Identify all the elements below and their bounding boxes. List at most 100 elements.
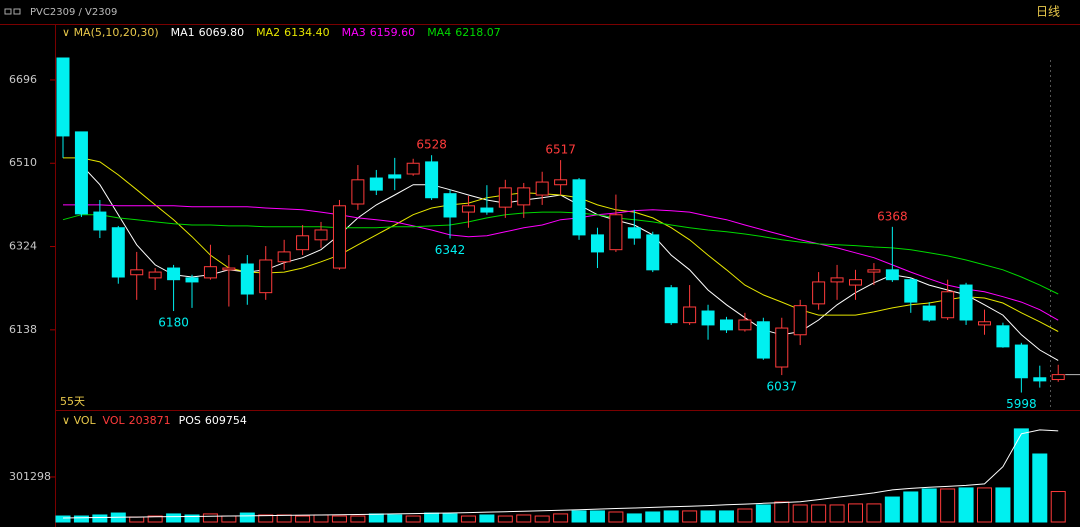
volume-bar xyxy=(589,510,605,523)
low-label: 6180 xyxy=(158,316,189,330)
menu-icon xyxy=(4,8,21,15)
candle-body xyxy=(222,267,236,271)
volume-bar xyxy=(755,504,771,523)
volume-bar xyxy=(442,513,458,523)
candle-body xyxy=(498,187,512,208)
y-tick-label: 6138 xyxy=(9,323,37,336)
volume-bar xyxy=(903,491,919,523)
volume-bar xyxy=(497,515,513,523)
volume-bar xyxy=(1013,428,1029,523)
volume-bar xyxy=(626,513,642,523)
volume-bar xyxy=(737,508,753,523)
high-label: 6528 xyxy=(416,138,447,152)
volume-bar xyxy=(55,515,71,523)
candle-body xyxy=(812,281,826,305)
volume-bar xyxy=(682,510,698,523)
legend-value: 6134.40 xyxy=(284,26,330,39)
y-tick-label: 6510 xyxy=(9,156,37,169)
legend: ∨ MA(5,10,20,30) MA1 6069.80 MA2 6134.40 MA3 6… xyxy=(62,26,501,39)
candle-body xyxy=(93,211,107,231)
volume-bar xyxy=(995,487,1011,523)
volume-bar xyxy=(663,510,679,523)
candle-body xyxy=(259,259,273,294)
volume-bar xyxy=(479,514,495,523)
period-label: 55天 xyxy=(60,395,85,408)
legend-name: VOL xyxy=(102,414,125,427)
candle-body xyxy=(240,263,254,295)
volume-bar xyxy=(424,512,440,523)
volume-bar xyxy=(184,514,200,523)
candle-body xyxy=(388,174,402,179)
candle-body xyxy=(572,179,586,236)
volume-bar xyxy=(534,515,550,523)
candle-body xyxy=(683,306,697,324)
legend-title: MA(5,10,20,30) xyxy=(74,26,159,39)
volume-bar xyxy=(866,503,882,523)
candle-body xyxy=(203,266,217,279)
legend-caret: ∨ xyxy=(62,26,74,39)
candle-body xyxy=(664,287,678,324)
symbol: PVC2309 / V2309 xyxy=(30,7,117,18)
volume-bar xyxy=(700,510,716,523)
candle-body xyxy=(885,269,899,281)
volume-bar xyxy=(718,510,734,523)
volume-bar xyxy=(387,514,403,523)
candle-body xyxy=(701,310,715,326)
volume-bar xyxy=(73,515,89,523)
volume-bar xyxy=(921,488,937,523)
volume-bar xyxy=(258,514,274,523)
volume-bar xyxy=(977,487,992,523)
volume-bar xyxy=(166,513,182,523)
candle-body xyxy=(277,251,291,263)
candle-body xyxy=(56,57,70,137)
candle-body xyxy=(867,269,881,273)
volume-bar xyxy=(571,510,587,523)
candle-body xyxy=(1033,377,1047,382)
candle-body xyxy=(167,267,181,281)
legend-name: MA2 xyxy=(256,26,280,39)
volume-bar xyxy=(405,515,421,523)
legend-name: MA1 xyxy=(171,26,195,39)
candle-body xyxy=(443,193,457,218)
volume-bar xyxy=(940,488,956,523)
candle-body xyxy=(646,234,660,271)
legend-name: POS xyxy=(179,414,201,427)
candle-body xyxy=(848,279,862,286)
legend-value: 203871 xyxy=(129,414,171,427)
volume-bar xyxy=(460,515,476,523)
volume-bar xyxy=(847,503,863,523)
low-label: 6342 xyxy=(435,243,466,257)
candle-body xyxy=(351,179,365,205)
volume-bar xyxy=(92,514,108,523)
legend-value: 6069.80 xyxy=(199,26,245,39)
candle-body xyxy=(480,207,494,213)
volume-bar xyxy=(239,512,255,523)
candle-body xyxy=(296,235,310,251)
volume-bar xyxy=(645,511,661,523)
candle-body xyxy=(130,269,144,276)
candle-body xyxy=(1051,374,1065,381)
volume-bar xyxy=(811,504,827,523)
legend-value: 6159.60 xyxy=(370,26,416,39)
volume-bar xyxy=(884,496,900,523)
candle-body xyxy=(738,319,752,331)
candle-body xyxy=(406,162,420,175)
candle-body xyxy=(609,214,623,251)
volume-bar xyxy=(331,515,347,523)
low-label: 5998 xyxy=(1006,397,1037,411)
candle-body xyxy=(627,227,641,239)
volume-title: VOL xyxy=(74,414,97,427)
candle-body xyxy=(185,277,199,283)
y-tick-label: 6324 xyxy=(9,240,37,253)
high-label: 6517 xyxy=(545,143,576,157)
candle-body xyxy=(941,291,955,319)
volume-bar xyxy=(608,511,624,523)
pos-line xyxy=(62,429,1059,519)
volume-bar xyxy=(553,513,569,523)
volume-bar xyxy=(129,516,145,523)
legend-name: MA3 xyxy=(342,26,366,39)
volume-bar xyxy=(295,515,311,523)
